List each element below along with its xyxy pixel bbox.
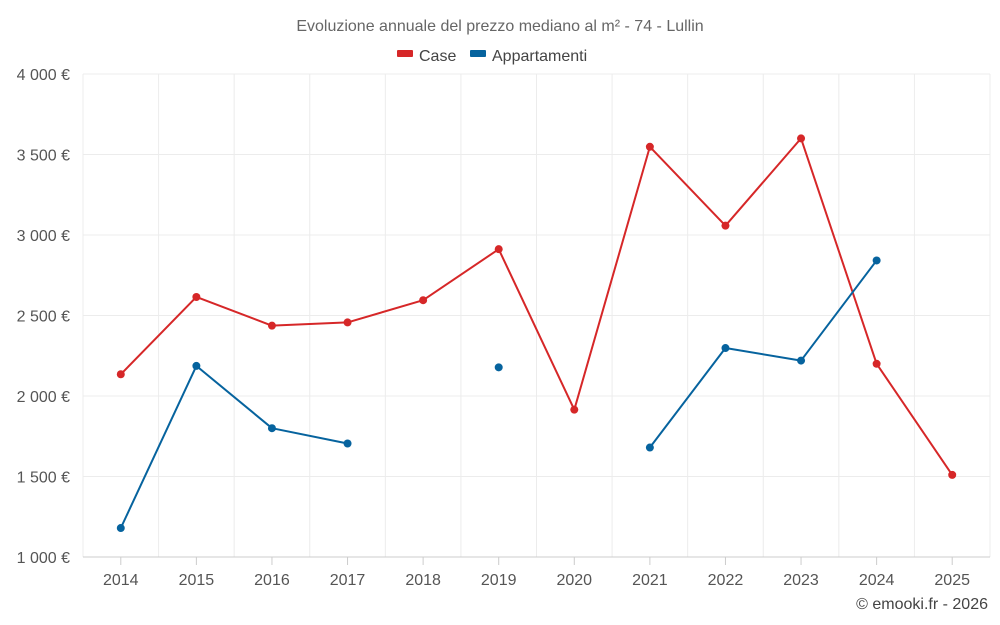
y-tick-label: 3 000 € [17,228,70,245]
y-tick-label: 2 500 € [17,309,70,326]
legend-label-case[interactable]: Case [419,48,456,65]
data-point-appartamenti[interactable] [721,344,730,353]
data-point-case[interactable] [116,370,125,379]
x-tick-label: 2017 [330,572,366,589]
data-point-appartamenti[interactable] [797,356,806,365]
data-point-appartamenti[interactable] [872,256,881,265]
data-point-case[interactable] [721,221,730,230]
data-point-case[interactable] [645,142,654,151]
x-tick-label: 2024 [859,572,895,589]
legend-swatch-case[interactable] [397,50,413,57]
data-point-case[interactable] [872,359,881,368]
legend[interactable]: Case Appartamenti [397,48,587,65]
credit-text: © emooki.fr - 2026 [856,596,988,613]
data-point-appartamenti[interactable] [343,439,352,448]
x-tick-label: 2022 [708,572,744,589]
series-line-case [120,137,954,476]
x-tick-label: 2014 [103,572,139,589]
data-point-appartamenti[interactable] [494,363,503,372]
series-case [116,134,957,479]
legend-label-appartamenti[interactable]: Appartamenti [492,48,587,65]
data-point-case[interactable] [797,134,806,143]
series-appartamenti [116,256,881,533]
data-point-appartamenti[interactable] [645,443,654,452]
chart-title: Evoluzione annuale del prezzo mediano al… [296,18,703,35]
y-tick-label: 3 500 € [17,148,70,165]
data-point-appartamenti[interactable] [267,424,276,433]
x-tick-label: 2019 [481,572,517,589]
x-tick-label: 2021 [632,572,668,589]
data-point-case[interactable] [419,296,428,305]
data-point-case[interactable] [570,405,579,414]
legend-swatch-appartamenti[interactable] [470,50,486,57]
y-tick-label: 1 000 € [17,550,70,567]
data-point-case[interactable] [343,318,352,327]
y-tick-label: 2 000 € [17,389,70,406]
x-tick-label: 2023 [783,572,819,589]
data-point-case[interactable] [267,321,276,330]
series-line-appartamenti [649,259,878,449]
y-tick-label: 1 500 € [17,470,70,487]
x-tick-label: 2016 [254,572,290,589]
data-point-case[interactable] [494,245,503,254]
series-line-appartamenti [119,364,348,529]
data-point-appartamenti[interactable] [192,361,201,370]
x-tick-label: 2025 [934,572,970,589]
grid [82,73,991,557]
data-point-appartamenti[interactable] [116,524,125,533]
x-tick-label: 2015 [179,572,215,589]
y-tick-label: 4 000 € [17,67,70,84]
data-point-case[interactable] [192,292,201,301]
series [116,134,957,533]
axes: 1 000 € 1 500 € 2 000 € 2 500 € 3 000 € 3 500… [17,67,990,589]
data-point-case[interactable] [948,470,957,479]
x-tick-label: 2018 [405,572,441,589]
x-tick-label: 2020 [556,572,592,589]
